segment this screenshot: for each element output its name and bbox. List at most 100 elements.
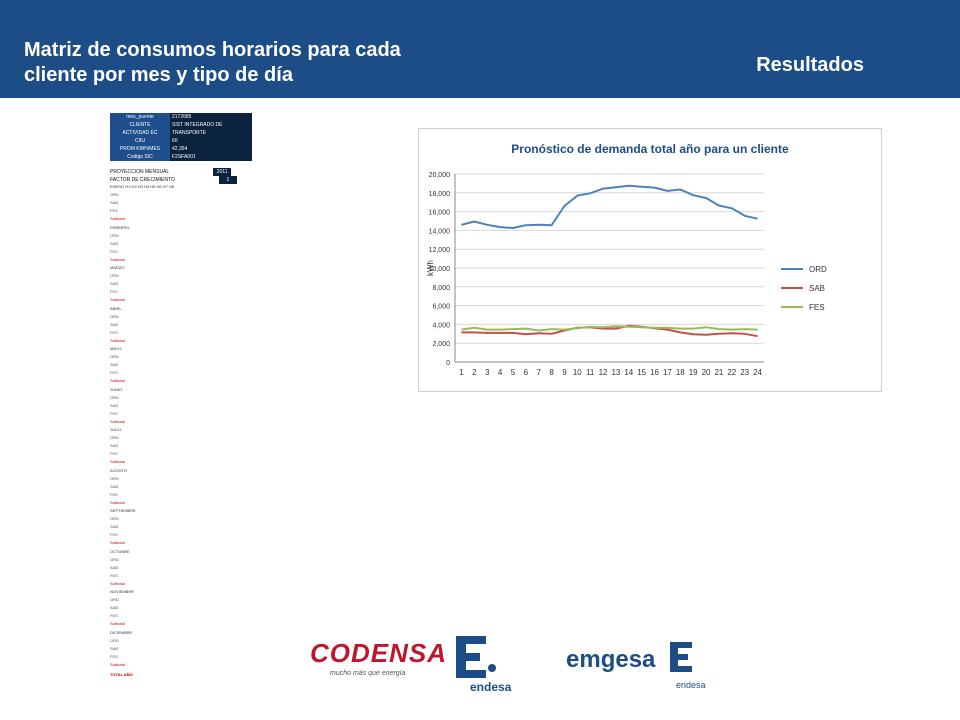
- x-tick-label: 23: [740, 368, 749, 377]
- client-info-key: PROM KWH/MES: [110, 145, 170, 153]
- x-tick-label: 9: [562, 368, 567, 377]
- client-info-key: CIIU: [110, 137, 170, 145]
- subtotal-row: Subtotal: [110, 661, 125, 667]
- day-type-row: FES: [110, 208, 118, 214]
- month-label: DICIEMBRE: [110, 629, 133, 635]
- day-type-row: FES: [110, 532, 118, 538]
- projection-year-label: PROYECCION MENSUAL: [110, 169, 170, 175]
- y-tick-label: 16,000: [429, 210, 451, 217]
- client-info-row: PROM KWH/MES 42,354: [110, 145, 252, 153]
- day-type-row: ORD: [110, 516, 119, 522]
- codensa-tagline: mucho más que energía: [330, 670, 406, 677]
- projection-year: 2011: [213, 168, 232, 176]
- x-tick-label: 17: [663, 368, 672, 377]
- y-tick-label: 0: [446, 360, 450, 367]
- projection-info: PROYECCION MENSUAL 2011 FACTOR DE CRECIMI…: [110, 168, 237, 184]
- day-type-row: ORD: [110, 435, 119, 441]
- day-type-row: FES: [110, 613, 118, 619]
- day-type-row: FES: [110, 370, 118, 376]
- subtotal-row: Subtotal: [110, 378, 125, 384]
- client-info-value: 42,354: [170, 145, 252, 153]
- day-type-row: ORD: [110, 354, 119, 360]
- month-label: OCTUBRE: [110, 548, 130, 554]
- client-info-key: Codigo SIC: [110, 153, 170, 161]
- chart-title: Pronóstico de demanda total año para un …: [511, 142, 789, 156]
- x-tick-label: 11: [586, 368, 595, 377]
- x-tick-label: 21: [714, 368, 723, 377]
- subtotal-row: Subtotal: [110, 580, 125, 586]
- month-label: NOVIEMBRE: [110, 589, 135, 594]
- x-tick-label: 8: [549, 368, 554, 377]
- day-type-row: SAB: [110, 564, 119, 570]
- emgesa-sub-text: endesa: [676, 680, 706, 690]
- series-line-ord: [461, 184, 758, 229]
- x-tick-label: 20: [702, 368, 711, 377]
- day-type-row: SAB: [110, 402, 119, 408]
- x-tick-label: 24: [753, 368, 762, 377]
- month-label: ENERO H1 H2 H3 H4 H5 H6 H7 H8: [110, 184, 175, 189]
- section-label: Resultados: [756, 54, 864, 76]
- client-info-row: CIIU 60: [110, 137, 252, 145]
- client-info-row: ACTIVIDAD EC TRANSPORTE: [110, 129, 252, 137]
- x-tick-label: 15: [637, 368, 646, 377]
- day-type-row: SAB: [110, 443, 119, 449]
- subtotal-row: Subtotal: [110, 621, 125, 627]
- month-label: SEPTIEMBRE: [110, 508, 136, 513]
- x-tick-label: 12: [599, 368, 608, 377]
- x-tick-label: 2: [472, 368, 477, 377]
- day-type-row: SAB: [110, 240, 119, 246]
- x-tick-label: 1: [459, 368, 464, 377]
- x-tick-label: 19: [689, 368, 698, 377]
- day-type-row: FES: [110, 289, 118, 295]
- client-info-value: TRANSPORTE: [170, 129, 252, 137]
- month-label: AGOSTO: [110, 467, 128, 473]
- y-tick-label: 4,000: [432, 322, 450, 329]
- day-type-row: SAB: [110, 524, 119, 530]
- day-type-row: ORD: [110, 192, 119, 198]
- client-info-table: mes_puente 2172685 CLIENTE SIST INTEGRADO D…: [110, 113, 252, 161]
- demand-chart-svg: Pronóstico de demanda total año para un …: [426, 142, 827, 377]
- subtotal-row: Subtotal: [110, 418, 125, 424]
- x-tick-label: 10: [573, 368, 582, 377]
- client-info-row: mes_puente 2172685: [110, 113, 252, 121]
- client-info-row: Codigo SIC F2SFA001: [110, 153, 252, 161]
- day-type-row: ORD: [110, 597, 119, 603]
- day-type-row: SAB: [110, 200, 119, 206]
- month-label: JULIO: [110, 427, 122, 432]
- x-tick-label: 18: [676, 368, 685, 377]
- series-line-fes: [461, 325, 758, 332]
- subtotal-row: Subtotal: [110, 216, 125, 222]
- x-tick-label: 5: [511, 368, 516, 377]
- x-tick-label: 3: [485, 368, 490, 377]
- x-tick-label: 22: [727, 368, 736, 377]
- day-type-row: FES: [110, 491, 118, 497]
- y-tick-label: 12,000: [429, 247, 451, 254]
- day-type-row: SAB: [110, 281, 119, 287]
- y-tick-label: 20,000: [429, 172, 451, 179]
- subtotal-row: Subtotal: [110, 459, 125, 465]
- day-type-row: FES: [110, 329, 118, 335]
- month-label: MAYO: [110, 346, 122, 351]
- day-type-row: ORD: [110, 313, 119, 319]
- day-type-row: FES: [110, 410, 118, 416]
- day-type-row: SAB: [110, 321, 119, 327]
- day-type-row: SAB: [110, 362, 119, 368]
- day-type-row: ORD: [110, 273, 119, 279]
- day-type-row: FES: [110, 451, 118, 457]
- year-total-row: TOTAL AÑO: [110, 672, 133, 677]
- footer-logos: CODENSA mucho más que energía endesa emg…: [0, 628, 960, 708]
- client-info-key: ACTIVIDAD EC: [110, 129, 170, 137]
- client-info-key: mes_puente: [110, 113, 170, 121]
- demand-chart: Pronóstico de demanda total año para un …: [418, 128, 882, 392]
- y-tick-label: 8,000: [432, 285, 450, 292]
- emgesa-logo: emgesa: [566, 646, 656, 673]
- day-type-row: FES: [110, 653, 118, 659]
- x-tick-label: 13: [611, 368, 620, 377]
- x-tick-label: 7: [536, 368, 541, 377]
- legend-label: FES: [809, 303, 825, 312]
- series-line-sab: [461, 324, 758, 338]
- day-type-row: ORD: [110, 637, 119, 643]
- month-label: MARZO: [110, 265, 125, 270]
- y-tick-label: 18,000: [429, 191, 451, 198]
- day-type-row: FES: [110, 572, 118, 578]
